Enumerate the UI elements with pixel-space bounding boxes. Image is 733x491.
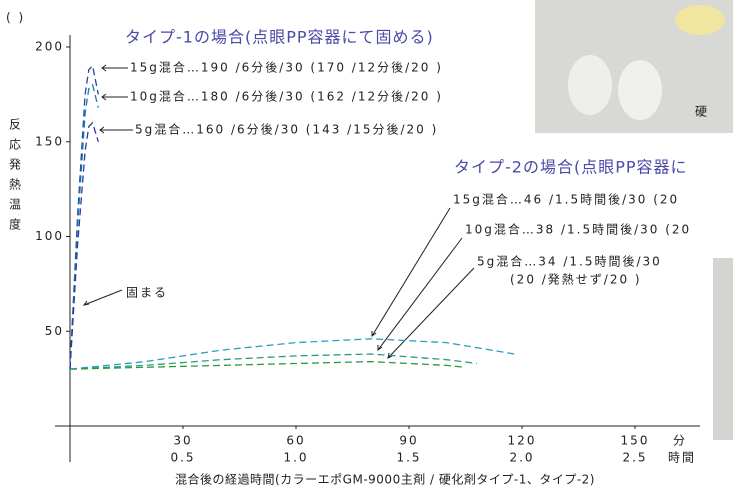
arrow: [99, 126, 133, 134]
x-unit-hours: 時間: [668, 451, 696, 465]
data-line: [69, 360, 466, 370]
x-tick-label-hours: 1.5: [396, 451, 421, 465]
x-tick-label-hours: 2.5: [622, 451, 647, 465]
data-line: [69, 121, 99, 370]
photo-detail: [675, 5, 725, 35]
arrow: [101, 93, 128, 101]
x-axis-title: 混合後の経過時間(カラーエポGM-9000主剤 / 硬化剤タイプ-1、タイプ-2…: [175, 472, 595, 487]
y-axis-title: 反応発熱温度: [8, 118, 22, 238]
annotation: 硬: [695, 105, 709, 119]
photo-detail: [568, 55, 612, 115]
annotation: 10g混合…38 /1.5時間後/30 (20: [465, 222, 691, 237]
annotation: 5g混合…34 /1.5時間後/30: [477, 254, 662, 269]
annotation: タイプ-1の場合(点眼PP容器にて固める): [125, 28, 434, 47]
annotation: 15g混合…190 /6分後/30 (170 /12分後/20 ): [130, 60, 443, 75]
x-tick-label: 150: [621, 434, 650, 448]
arrow: [387, 267, 475, 359]
y-tick-label: 100: [35, 229, 64, 243]
arrows: [82, 64, 475, 359]
x-tick-label: 30: [173, 434, 192, 448]
x-tick-label: 90: [399, 434, 418, 448]
x-tick-label: 60: [286, 434, 305, 448]
photo-detail: [618, 60, 662, 120]
arrow: [101, 64, 128, 72]
data-line: [69, 338, 515, 370]
arrow: [377, 237, 463, 351]
y-tick-label: 150: [35, 134, 64, 148]
annotation: 固まる: [126, 286, 168, 300]
annotation: 10g混合…180 /6分後/30 (162 /12分後/20 ): [130, 89, 443, 104]
x-tick-label-hours: 2.0: [509, 451, 534, 465]
arrow: [371, 207, 451, 337]
data-line: [69, 64, 99, 370]
data-line: [69, 353, 477, 370]
photo-type2: [713, 258, 733, 440]
annotation: (20 /発熱せず/20 ): [510, 273, 642, 287]
x-tick-label: 120: [508, 434, 537, 448]
x-tick-label-hours: 1.0: [283, 451, 308, 465]
x-tick-label-hours: 0.5: [170, 451, 195, 465]
annotation: タイプ-2の場合(点眼PP容器に: [454, 158, 688, 177]
y-unit: ( ): [6, 11, 25, 25]
annotation: 15g混合…46 /1.5時間後/30 (20: [453, 192, 679, 207]
annotation: 5g混合…160 /6分後/30 (143 /15分後/20 ): [135, 122, 438, 137]
data-line: [69, 83, 99, 370]
y-tick-label: 200: [35, 40, 64, 54]
arrow: [82, 289, 123, 306]
x-unit: 分: [673, 434, 687, 448]
y-tick-label: 50: [45, 324, 64, 338]
